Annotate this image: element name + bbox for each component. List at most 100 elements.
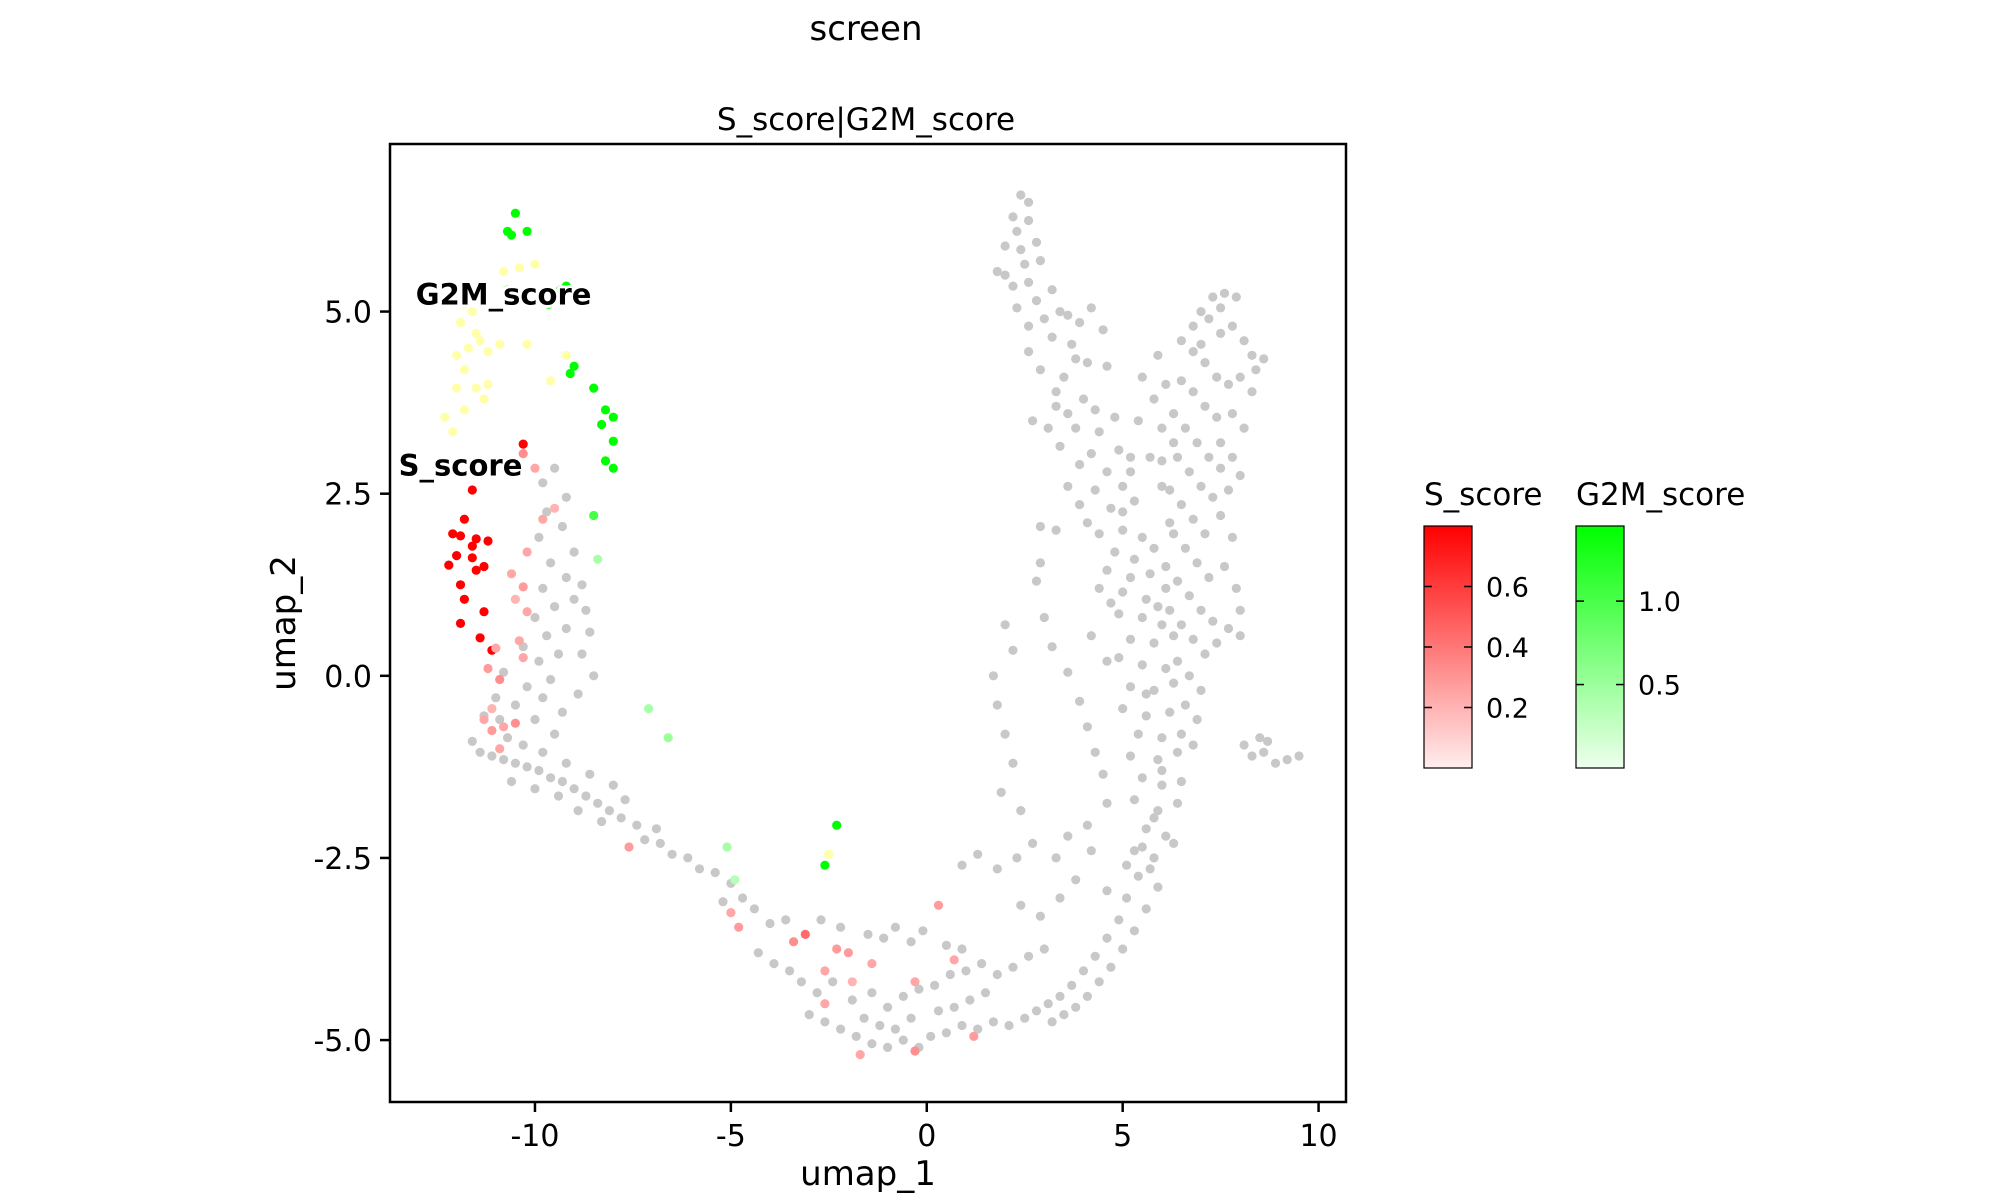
point-overlap — [495, 339, 505, 349]
point-background — [569, 547, 579, 557]
point-background — [1114, 609, 1124, 619]
point-background — [510, 758, 520, 768]
point-background — [926, 1031, 936, 1041]
point-background — [1137, 773, 1147, 783]
point-s-score — [514, 636, 524, 646]
point-background — [1235, 372, 1245, 382]
point-g2m-score — [510, 208, 520, 218]
point-background — [1196, 339, 1206, 349]
point-background — [1090, 485, 1100, 495]
point-background — [1129, 926, 1139, 936]
point-background — [1125, 634, 1136, 645]
y-tick-label: -5.0 — [313, 1024, 372, 1059]
point-background — [1247, 350, 1257, 360]
point-background — [1075, 696, 1085, 706]
point-background — [1137, 842, 1147, 852]
point-background — [1110, 412, 1120, 422]
panel-subtitle: S_score|G2M_score — [717, 102, 1015, 138]
point-background — [557, 776, 568, 787]
point-background — [1012, 226, 1022, 236]
point-s-score — [479, 561, 489, 572]
point-background — [1145, 569, 1155, 579]
point-background — [1090, 405, 1100, 415]
point-background — [550, 729, 560, 739]
point-background — [1055, 307, 1065, 317]
point-background — [867, 1039, 877, 1049]
point-background — [1000, 729, 1010, 739]
point-background — [530, 612, 540, 623]
point-background — [1024, 347, 1034, 357]
point-background — [1016, 806, 1026, 816]
point-background — [890, 1024, 901, 1034]
point-overlap — [479, 288, 489, 298]
annotation-label: G2M_score — [416, 277, 592, 311]
point-background — [1125, 452, 1136, 462]
point-background — [1125, 572, 1136, 583]
point-g2m-score — [502, 285, 513, 295]
point-background — [1176, 376, 1186, 386]
point-background — [1102, 886, 1112, 896]
point-background — [557, 707, 568, 717]
point-background — [561, 492, 571, 502]
point-background — [1016, 245, 1026, 255]
point-background — [1125, 467, 1136, 477]
legend-tick-label: 1.0 — [1638, 587, 1681, 618]
point-overlap — [467, 307, 477, 317]
point-background — [593, 798, 603, 808]
point-overlap — [463, 343, 473, 353]
point-background — [1039, 314, 1049, 324]
point-background — [1165, 485, 1175, 495]
point-background — [1082, 820, 1092, 830]
point-background — [667, 849, 677, 859]
point-background — [1188, 634, 1198, 645]
point-background — [980, 988, 991, 998]
point-background — [553, 649, 564, 659]
point-background — [604, 806, 615, 816]
point-background — [1114, 915, 1124, 925]
y-axis-label: umap_2 — [264, 555, 304, 691]
point-background — [1063, 310, 1073, 320]
point-background — [1141, 689, 1151, 699]
point-g2m-score — [730, 875, 740, 885]
point-background — [1157, 780, 1167, 790]
point-background — [1165, 518, 1175, 528]
point-background — [502, 733, 513, 743]
point-s-score — [847, 977, 857, 987]
point-background — [1067, 980, 1077, 991]
point-background — [683, 853, 693, 863]
point-background — [581, 791, 591, 801]
point-background — [530, 714, 540, 725]
point-background — [804, 1010, 814, 1020]
point-background — [1200, 649, 1210, 659]
point-background — [1235, 631, 1245, 641]
point-s-score — [734, 922, 744, 932]
point-background — [1188, 347, 1198, 357]
point-s-score — [832, 944, 842, 954]
point-background — [1239, 336, 1249, 346]
point-background — [996, 787, 1006, 798]
point-overlap — [459, 365, 469, 375]
point-background — [1192, 714, 1202, 725]
point-background — [1176, 729, 1186, 739]
point-background — [1165, 707, 1175, 717]
point-background — [1024, 321, 1034, 331]
point-background — [1004, 1020, 1014, 1031]
point-g2m-score — [522, 226, 532, 236]
point-background — [1157, 733, 1167, 743]
y-tick-label: -2.5 — [313, 842, 372, 877]
point-background — [1172, 656, 1183, 666]
point-g2m-score — [555, 285, 566, 295]
point-background — [1239, 740, 1249, 750]
point-background — [1102, 798, 1112, 808]
point-background — [1129, 496, 1139, 506]
point-background — [781, 915, 791, 925]
point-s-score — [487, 725, 497, 736]
point-background — [992, 266, 1002, 277]
legend-tick-label: 0.5 — [1638, 671, 1681, 702]
point-background — [1082, 722, 1092, 732]
point-s-score — [452, 551, 462, 561]
point-background — [1028, 416, 1038, 426]
point-background — [569, 594, 579, 604]
x-tick-label: -10 — [510, 1119, 559, 1154]
point-background — [1157, 481, 1167, 491]
